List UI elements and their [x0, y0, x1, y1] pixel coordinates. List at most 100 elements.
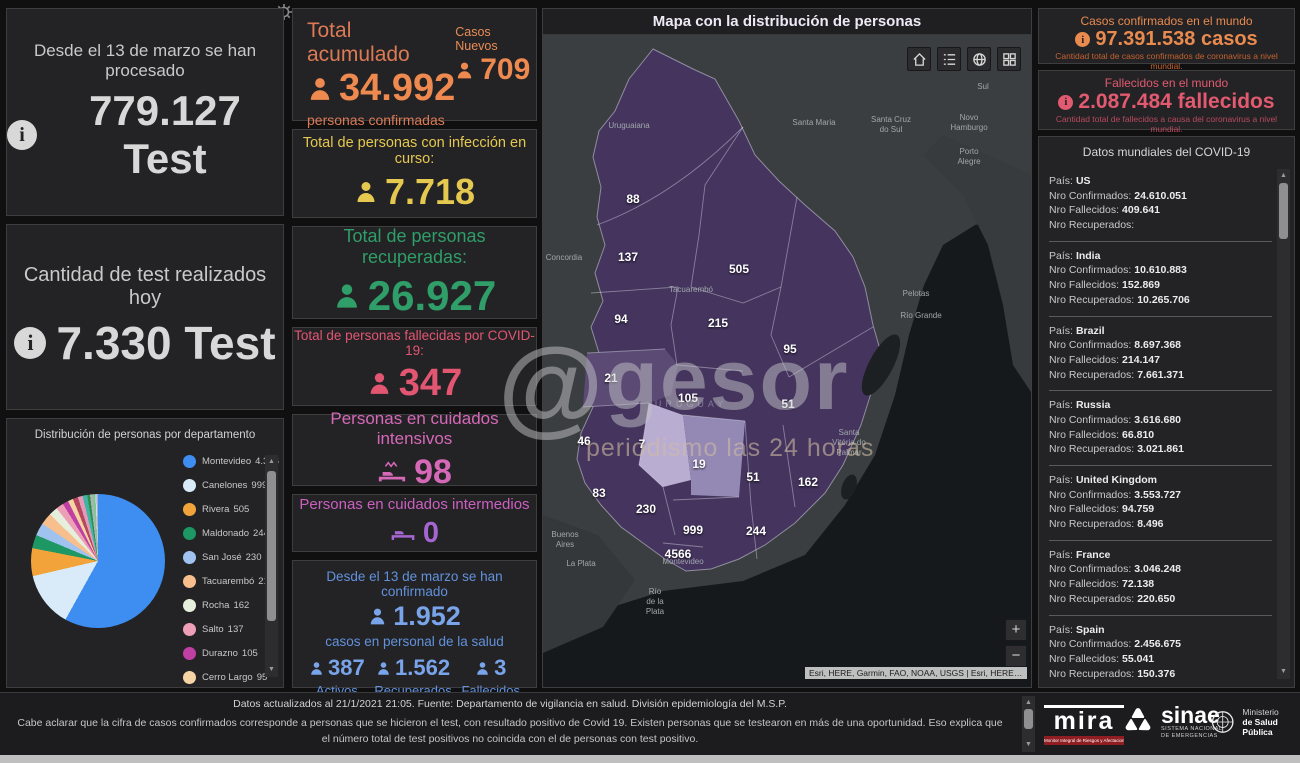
country-entry: País: United Kingdom Nro Confirmados: 3.55…	[1049, 466, 1272, 541]
legend-swatch	[183, 502, 196, 516]
home-button[interactable]	[907, 47, 931, 71]
legend-label: Cerro Largo	[202, 671, 253, 683]
country-confirmed-line: Nro Confirmados: 2.456.675	[1049, 638, 1181, 651]
city-label: Concordia	[545, 253, 583, 262]
city-label: Río de la Plata	[645, 587, 665, 616]
layers-button[interactable]	[997, 47, 1021, 71]
world-deaths-panel: Fallecidos en el mundo i 2.087.484 falle…	[1038, 70, 1295, 134]
pie-legend-item[interactable]: Montevideo 4.366	[183, 449, 279, 473]
health-staff-panel: Desde el 13 de marzo se han confirmado 1…	[292, 560, 537, 698]
legend-button[interactable]	[937, 47, 961, 71]
map-canvas[interactable]: Uruguaiana Santa Maria Santa Cruz do Sul No…	[543, 35, 1031, 687]
msp-line2: de Salud Pública	[1242, 717, 1278, 737]
zoom-in-button[interactable]: +	[1005, 619, 1027, 641]
country-name-line: País: France	[1049, 548, 1111, 561]
scroll-up-icon[interactable]: ▲	[1025, 699, 1032, 706]
scroll-up-icon[interactable]: ▲	[1280, 172, 1287, 179]
legend-swatch	[183, 478, 196, 492]
icu-bed-icon	[378, 461, 406, 483]
tests-processed-panel: Desde el 13 de marzo se han procesado i …	[6, 8, 284, 216]
city-label: Santa Maria	[792, 118, 836, 127]
footer-note-text: Cabe aclarar que la cifra de casos confi…	[17, 717, 1003, 745]
active-cases-title: Total de personas con infección en curso…	[302, 134, 527, 167]
country-deaths-line: Nro Fallecidos: 94.759	[1049, 503, 1155, 516]
city-label: Sul	[977, 82, 989, 91]
pie-legend-item[interactable]: Maldonado 244	[183, 521, 269, 545]
basemap-button[interactable]	[967, 47, 991, 71]
map-value-label: 105	[677, 391, 699, 405]
staff-value: 1.952	[393, 601, 461, 631]
pie-legend-item[interactable]: San José 230	[183, 545, 269, 569]
world-list-title: Datos mundiales del COVID-19	[1082, 145, 1251, 159]
legend-icon	[943, 53, 955, 65]
mira-logo: mira Monitor Integral de Riesgos y Afect…	[1044, 705, 1124, 745]
map-value-label: 88	[626, 192, 640, 206]
country-label: URUGUAY	[654, 399, 728, 409]
legend-swatch	[183, 670, 196, 684]
scroll-thumb[interactable]	[1024, 709, 1033, 729]
world-deaths-title: Fallecidos en el mundo	[1104, 76, 1229, 90]
scroll-thumb[interactable]	[1279, 183, 1288, 239]
map-value-label: 215	[707, 316, 729, 330]
legend-swatch	[183, 598, 196, 612]
msp-emblem-icon	[1211, 711, 1234, 733]
city-label: Montevideo	[662, 557, 704, 566]
map-value-label: 244	[745, 524, 767, 538]
country-name-line: País: Spain	[1049, 623, 1105, 636]
active-cases-value: 7.718	[384, 170, 476, 212]
legend-label: Rocha	[202, 599, 230, 611]
person-icon	[311, 661, 322, 675]
info-icon: i	[7, 120, 37, 150]
country-deaths-line: Nro Fallecidos: 66.810	[1049, 428, 1155, 441]
pie-legend-item[interactable]: Canelones 999	[183, 473, 269, 497]
person-icon	[370, 608, 385, 625]
legend-value: 230	[245, 551, 262, 563]
pie-legend-item[interactable]: Rivera 505	[183, 497, 269, 521]
country-confirmed-line: Nro Confirmados: 3.046.248	[1049, 563, 1181, 576]
accumulated-value: 34.992	[339, 67, 456, 109]
pie-legend-item[interactable]: Rocha 162	[183, 593, 269, 617]
scroll-down-icon[interactable]: ▼	[1280, 668, 1287, 675]
country-confirmed-line: Nro Confirmados: 3.616.680	[1049, 413, 1181, 426]
department-pie[interactable]	[31, 494, 165, 628]
info-icon: i	[1058, 94, 1074, 110]
scroll-down-icon[interactable]: ▼	[268, 666, 275, 673]
scroll-up-icon[interactable]: ▲	[268, 458, 275, 465]
accumulated-panel: Total acumulado 34.992 personas confirma…	[292, 8, 537, 128]
legend-value: 105	[241, 647, 258, 659]
country-list[interactable]: País: US Nro Confirmados: 24.610.051 Nro F…	[1049, 167, 1272, 687]
country-deaths-line: Nro Fallecidos: 55.041	[1049, 652, 1155, 665]
legend-label: Montevideo	[202, 455, 252, 467]
recovered-value: 26.927	[367, 271, 497, 319]
bottom-strip	[0, 755, 1300, 763]
country-entry: País: US Nro Confirmados: 24.610.051 Nro F…	[1049, 167, 1272, 242]
map-value-label: 95	[783, 342, 797, 356]
map-value-label: 83	[592, 486, 606, 500]
legend-label: Rivera	[202, 503, 230, 515]
city-label: Uruguaiana	[608, 121, 650, 130]
map-value-label: 46	[577, 434, 591, 448]
pie-legend-item[interactable]: Salto 137	[183, 617, 269, 641]
person-icon	[477, 661, 488, 675]
world-deaths-caption: Cantidad total de fallecidos a causa del…	[1055, 114, 1278, 134]
map-value-label: 7	[638, 437, 646, 451]
scroll-thumb[interactable]	[267, 471, 276, 621]
accumulated-subtitle: personas confirmadas	[307, 112, 445, 128]
zoom-out-button[interactable]: −	[1005, 645, 1027, 667]
scroll-down-icon[interactable]: ▼	[1025, 741, 1032, 748]
country-list-scrollbar[interactable]: ▲ ▼	[1277, 169, 1290, 679]
legend-swatch	[183, 526, 196, 540]
pie-legend-item[interactable]: Cerro Largo 95	[183, 665, 269, 689]
tests-today-value-row: i 7.330 Test	[14, 316, 276, 370]
footer-scrollbar[interactable]: ▲ ▼	[1022, 696, 1035, 752]
pie-legend-item[interactable]: Tacuarembó 215	[183, 569, 274, 593]
pie-legend-item[interactable]: Durazno 105	[183, 641, 269, 665]
world-confirmed-panel: Casos confirmados en el mundo i 97.391.5…	[1038, 8, 1295, 71]
map-value-label: 162	[797, 475, 819, 489]
country-name-line: País: United Kingdom	[1049, 474, 1158, 486]
legend-scrollbar[interactable]: ▲ ▼	[265, 455, 278, 677]
country-entry: País: Brazil Nro Confirmados: 8.697.368 Nr…	[1049, 317, 1272, 392]
person-icon	[357, 181, 375, 202]
map-value-label: 21	[604, 371, 618, 385]
